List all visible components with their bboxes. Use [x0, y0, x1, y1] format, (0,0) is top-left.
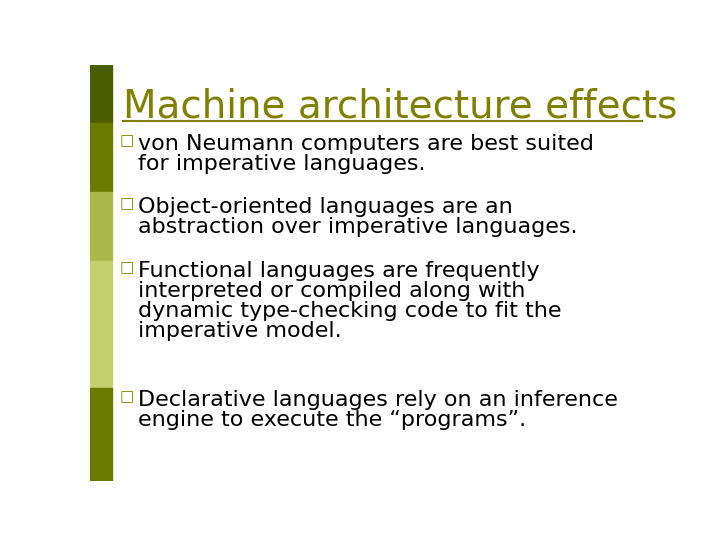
Text: engine to execute the “programs”.: engine to execute the “programs”. — [138, 410, 526, 430]
Text: dynamic type-checking code to fit the: dynamic type-checking code to fit the — [138, 301, 562, 321]
Text: von Neumann computers are best suited: von Neumann computers are best suited — [138, 134, 594, 154]
Text: abstraction over imperative languages.: abstraction over imperative languages. — [138, 217, 577, 237]
Text: for imperative languages.: for imperative languages. — [138, 154, 426, 174]
Text: Functional languages are frequently: Functional languages are frequently — [138, 261, 540, 281]
Text: □: □ — [120, 260, 134, 275]
Text: □: □ — [120, 133, 134, 148]
Text: Declarative languages rely on an inference: Declarative languages rely on an inferen… — [138, 390, 618, 410]
Bar — [90, 192, 112, 261]
Text: □: □ — [120, 197, 134, 212]
Bar — [90, 123, 112, 192]
Bar — [90, 65, 112, 123]
Text: imperative model.: imperative model. — [138, 321, 342, 341]
Text: Object-oriented languages are an: Object-oriented languages are an — [138, 197, 513, 217]
Text: □: □ — [120, 389, 134, 404]
Text: interpreted or compiled along with: interpreted or compiled along with — [138, 281, 526, 301]
Bar — [90, 388, 112, 481]
Bar — [90, 261, 112, 388]
Text: Machine architecture effects: Machine architecture effects — [122, 88, 677, 126]
